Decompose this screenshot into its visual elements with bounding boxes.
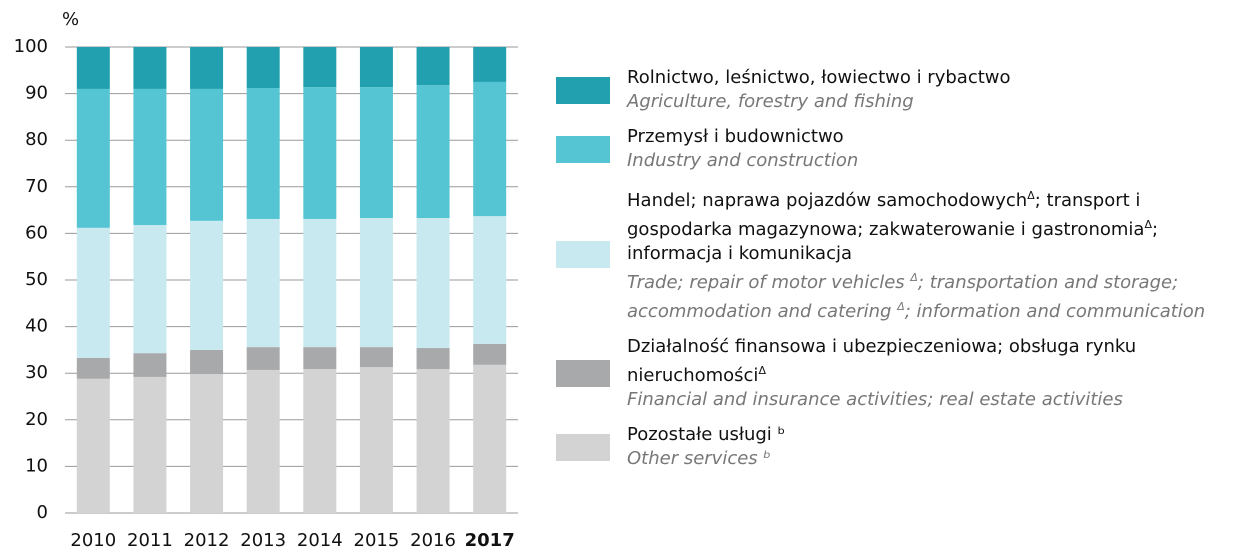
bar-segment [473,81,507,217]
y-tick-label: 50 [25,269,48,290]
bar-segment [76,47,110,89]
bar-segment [416,218,450,349]
legend-swatch [556,360,610,387]
legend-label: Handel; naprawa pojazdów samochodowychΔ;… [627,189,1159,264]
legend-label: Przemysł i budownictwo [627,126,844,147]
legend-swatch [556,433,610,461]
bar-segment [133,47,167,89]
bar-segment [473,47,507,82]
y-tick-label: 20 [25,409,48,430]
bar-segment [416,369,450,513]
legend-label-en: Financial and insurance activities; real… [627,389,1123,410]
legend-text: Przemysł i budownictwo Industry and const… [627,125,1232,173]
y-tick-label: 30 [25,362,48,383]
legend-label: Rolnictwo, leśnictwo, łowiectwo i rybact… [627,67,1011,88]
bar-segment [303,87,337,219]
bar-segment [303,218,337,348]
legend-label: Działalność finansowa i ubezpieczeniowa;… [627,336,1137,386]
bar-segment [416,47,450,86]
bar-segment [473,343,507,365]
bar-segment [359,218,393,348]
bar-segment [416,348,450,370]
y-tick-label: 70 [25,176,48,197]
legend-swatch [556,240,610,268]
bar-segment [190,47,224,89]
bar-segment [303,347,337,370]
legend-label: Pozostałe usługi ᵇ [627,424,786,445]
legend-label-en: Other services ᵇ [627,448,772,469]
x-tick-label: 2015 [354,530,400,549]
bar-segment [76,88,110,228]
y-axis-label: % [62,9,79,30]
bar-segment [303,47,337,88]
chart: % 0 10 20 30 40 50 60 70 80 90 100 2010 2011 2012 2013… [14,9,518,549]
bar-segment [359,367,393,513]
y-tick-label: 80 [25,129,48,150]
y-tick-label: 60 [25,222,48,243]
bar-segment [246,218,280,348]
bar-segment [473,216,507,344]
x-tick-label: 2012 [184,530,230,549]
legend-entry: Handel; naprawa pojazdów samochodowychΔ;… [556,184,1236,324]
legend-entry: Przemysł i budownictwo Industry and const… [556,125,1236,173]
legend-text: Handel; naprawa pojazdów samochodowychΔ;… [627,184,1232,324]
y-tick-label: 100 [14,36,48,57]
bar-segment [246,88,280,219]
legend-label-en: Trade; repair of motor vehicles Δ; trans… [627,271,1206,322]
bar-segment [190,220,224,350]
bar-segment [76,357,110,379]
bar-segment [133,225,167,354]
bar-segment [133,376,167,513]
legend-swatch [556,135,610,163]
bar-segment [246,347,280,370]
y-tick-label: 40 [25,316,48,337]
x-tick-label: 2011 [127,530,173,549]
bar-segment [76,378,110,513]
bar-segment [246,47,280,89]
bar-segment [246,369,280,513]
bar-segment [190,349,224,375]
legend-entry: Rolnictwo, leśnictwo, łowiectwo i rybact… [556,66,1236,114]
legend-text: Pozostałe usługi ᵇ Other services ᵇ [627,423,1232,471]
bar-segment [190,374,224,513]
y-tick-label: 90 [25,83,48,104]
bar-segment [190,88,224,221]
bar-segment [359,347,393,368]
legend-text: Rolnictwo, leśnictwo, łowiectwo i rybact… [627,66,1232,114]
x-tick-label: 2010 [70,530,116,549]
legend-label-en: Agriculture, forestry and fishing [627,91,914,112]
bar-segment [133,88,167,226]
bar-segment [76,227,110,358]
legend-entry: Pozostałe usługi ᵇ Other services ᵇ [556,423,1236,471]
x-tick-label: 2013 [240,530,286,549]
x-tick-label: 2017 [465,530,515,549]
bar-segment [473,364,507,513]
bar-segment [359,87,393,219]
legend-label-en: Industry and construction [627,150,859,171]
x-tick-label: 2014 [297,530,343,549]
bar-segment [416,85,450,219]
y-tick-label: 10 [25,455,48,476]
bar-segment [359,47,393,88]
legend-swatch [556,76,610,104]
legend-entry: Działalność finansowa i ubezpieczeniowa;… [556,335,1236,412]
bar-segment [303,369,337,513]
y-tick-label: 0 [37,502,48,523]
legend-text: Działalność finansowa i ubezpieczeniowa;… [627,335,1232,412]
x-tick-label: 2016 [410,530,456,549]
bar-segment [133,353,167,377]
legend: Rolnictwo, leśnictwo, łowiectwo i rybact… [556,66,1236,482]
